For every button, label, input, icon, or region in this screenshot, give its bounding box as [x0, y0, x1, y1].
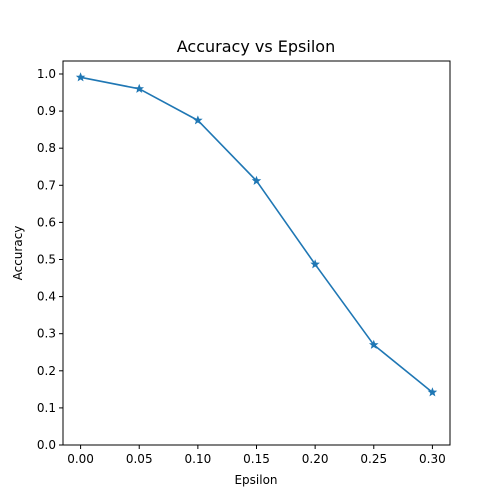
data-point-marker [251, 175, 262, 185]
y-tick-label: 0.3 [37, 327, 56, 341]
x-tick-label: 0.05 [126, 452, 153, 466]
y-axis: 0.0 0.1 0.2 0.3 0.4 0.5 0.6 0.7 0.8 0.9 1.0 [37, 67, 63, 452]
x-tick-label: 0.30 [419, 452, 446, 466]
y-tick-label: 0.0 [37, 438, 56, 452]
x-tick-label: 0.00 [67, 452, 94, 466]
data-point-marker [193, 115, 203, 125]
x-axis: 0.00 0.05 0.10 0.15 0.20 0.25 0.30 [67, 445, 446, 466]
y-tick-label: 0.1 [37, 401, 56, 415]
y-axis-label: Accuracy [11, 226, 25, 281]
y-tick-label: 0.8 [37, 141, 56, 155]
data-point-marker [134, 83, 145, 93]
y-tick-label: 0.5 [37, 252, 56, 266]
y-tick-label: 1.0 [37, 67, 56, 81]
plot-area [75, 72, 438, 397]
data-point-marker [310, 259, 320, 269]
chart-title: Accuracy vs Epsilon [177, 37, 335, 56]
data-point-marker [368, 339, 379, 349]
x-tick-label: 0.25 [360, 452, 387, 466]
x-tick-label: 0.20 [302, 452, 329, 466]
y-tick-label: 0.2 [37, 364, 56, 378]
x-axis-label: Epsilon [234, 473, 277, 487]
data-point-marker [427, 387, 438, 397]
y-tick-label: 0.4 [37, 290, 56, 304]
y-tick-label: 0.9 [37, 104, 56, 118]
data-point-marker [75, 72, 86, 82]
y-tick-label: 0.6 [37, 215, 56, 229]
y-tick-label: 0.7 [37, 178, 56, 192]
x-tick-label: 0.10 [185, 452, 212, 466]
x-tick-label: 0.15 [243, 452, 270, 466]
